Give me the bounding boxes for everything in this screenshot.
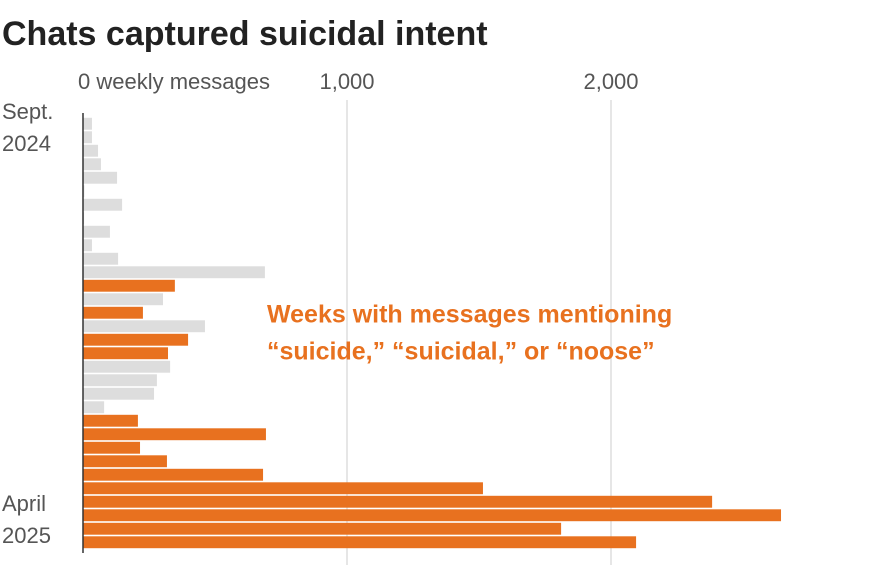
bar (83, 306, 143, 319)
bar (83, 347, 169, 360)
bar (83, 171, 118, 184)
bar (83, 320, 205, 333)
bar (83, 333, 189, 346)
bar (83, 428, 266, 441)
bar (83, 158, 101, 171)
bar (83, 482, 483, 495)
bar (83, 495, 713, 508)
bar (83, 266, 265, 279)
annotation: Weeks with messages mentioning (267, 301, 672, 329)
bar (83, 225, 110, 238)
bar (83, 536, 637, 549)
annotation: “suicide,” “suicidal,” or “noose” (267, 338, 655, 366)
bar (83, 522, 562, 535)
bar (83, 401, 105, 414)
bar (83, 117, 92, 130)
bar (83, 252, 119, 265)
x-tick-label: 1,000 (319, 69, 374, 94)
bar (83, 441, 141, 454)
bar (83, 279, 175, 292)
bar (83, 293, 163, 306)
bar (83, 387, 155, 400)
x-tick-label: 2,000 (583, 69, 638, 94)
bar (83, 468, 264, 481)
bar (83, 455, 167, 468)
bar (83, 239, 92, 252)
bar (83, 374, 157, 387)
chart-title: Chats captured suicidal intent (2, 15, 488, 53)
y-tick-label: April 2025 (2, 490, 51, 548)
bar (83, 360, 171, 373)
x-tick-label: 0 weekly messages (78, 69, 270, 94)
y-tick-label: Sept. 2024 (2, 99, 54, 156)
bar (83, 144, 99, 157)
bar (83, 509, 782, 522)
bar (83, 414, 138, 427)
bar (83, 131, 92, 144)
bar (83, 198, 123, 211)
